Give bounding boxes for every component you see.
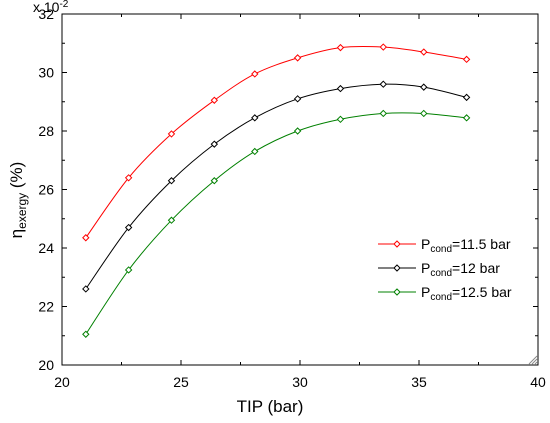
legend-label: Pcond=11.5 bar [421,236,511,255]
series-layer [82,43,471,338]
series-line [85,45,467,239]
data-point-marker [336,43,345,52]
x-tick-label: 20 [54,374,70,390]
data-point-marker [167,177,176,185]
y-tick-label: 22 [38,299,54,315]
data-point-marker [462,114,471,122]
data-point-marker [379,43,388,51]
series-2 [82,109,471,338]
x-tick-label: 40 [530,374,546,390]
y-tick-label: 24 [38,240,54,256]
y-axis-label: ηexergy (%) [7,162,29,239]
x-axis-label: TIP (bar) [237,397,304,416]
legend-entry: Pcond=12.5 bar [378,284,512,303]
series-line [85,112,467,335]
y-tick-label: 28 [38,123,54,139]
legend-label: Pcond=12.5 bar [421,284,512,303]
data-point-marker [82,234,90,242]
legend-marker [393,240,401,248]
y-tick-label: 20 [38,357,54,373]
data-point-marker [462,55,471,64]
y-axis-ticks: 20 22 24 26 28 30 32 [38,6,538,373]
data-point-marker [336,84,345,93]
legend: Pcond=11.5 bar Pcond=12 bar Pcond=12.5 bar [378,236,512,303]
y-tick-label: 32 [38,6,54,22]
data-point-marker [251,147,259,156]
y-tick-label: 26 [38,182,54,198]
data-point-marker [124,174,133,182]
plot-area [61,13,539,366]
data-point-marker [420,48,428,56]
data-point-marker [210,140,219,148]
data-point-marker [379,109,388,118]
x-axis-ticks: 20 25 30 35 40 [54,14,546,390]
legend-entry: Pcond=12 bar [378,260,500,279]
data-point-marker [293,54,302,62]
x-tick-label: 30 [292,374,308,390]
data-point-marker [124,266,133,274]
data-point-marker [167,216,176,224]
data-point-marker [379,80,388,88]
data-point-marker [210,177,219,185]
legend-marker [393,288,401,296]
data-point-marker [251,70,259,78]
x-tick-label: 35 [411,374,427,390]
series-line [85,83,467,290]
x-tick-label: 25 [173,374,189,390]
data-point-marker [420,109,428,118]
data-point-marker [462,93,471,102]
series-0 [82,43,471,242]
legend-entry: Pcond=11.5 bar [378,236,511,255]
data-point-marker [293,127,302,135]
data-point-marker [420,83,428,91]
data-point-marker [251,114,259,122]
data-point-marker [82,285,90,293]
series-1 [82,80,471,293]
y-tick-label: 30 [38,65,54,81]
data-point-marker [210,96,219,104]
data-point-marker [293,95,302,103]
legend-marker [393,264,401,272]
data-point-marker [336,115,345,124]
data-point-marker [82,330,90,338]
data-point-marker [167,130,176,138]
y-multiplier-label: x 10-2 [33,0,69,15]
resize-grip-icon[interactable] [528,355,538,365]
data-point-marker [124,223,133,232]
legend-label: Pcond=12 bar [421,260,500,279]
